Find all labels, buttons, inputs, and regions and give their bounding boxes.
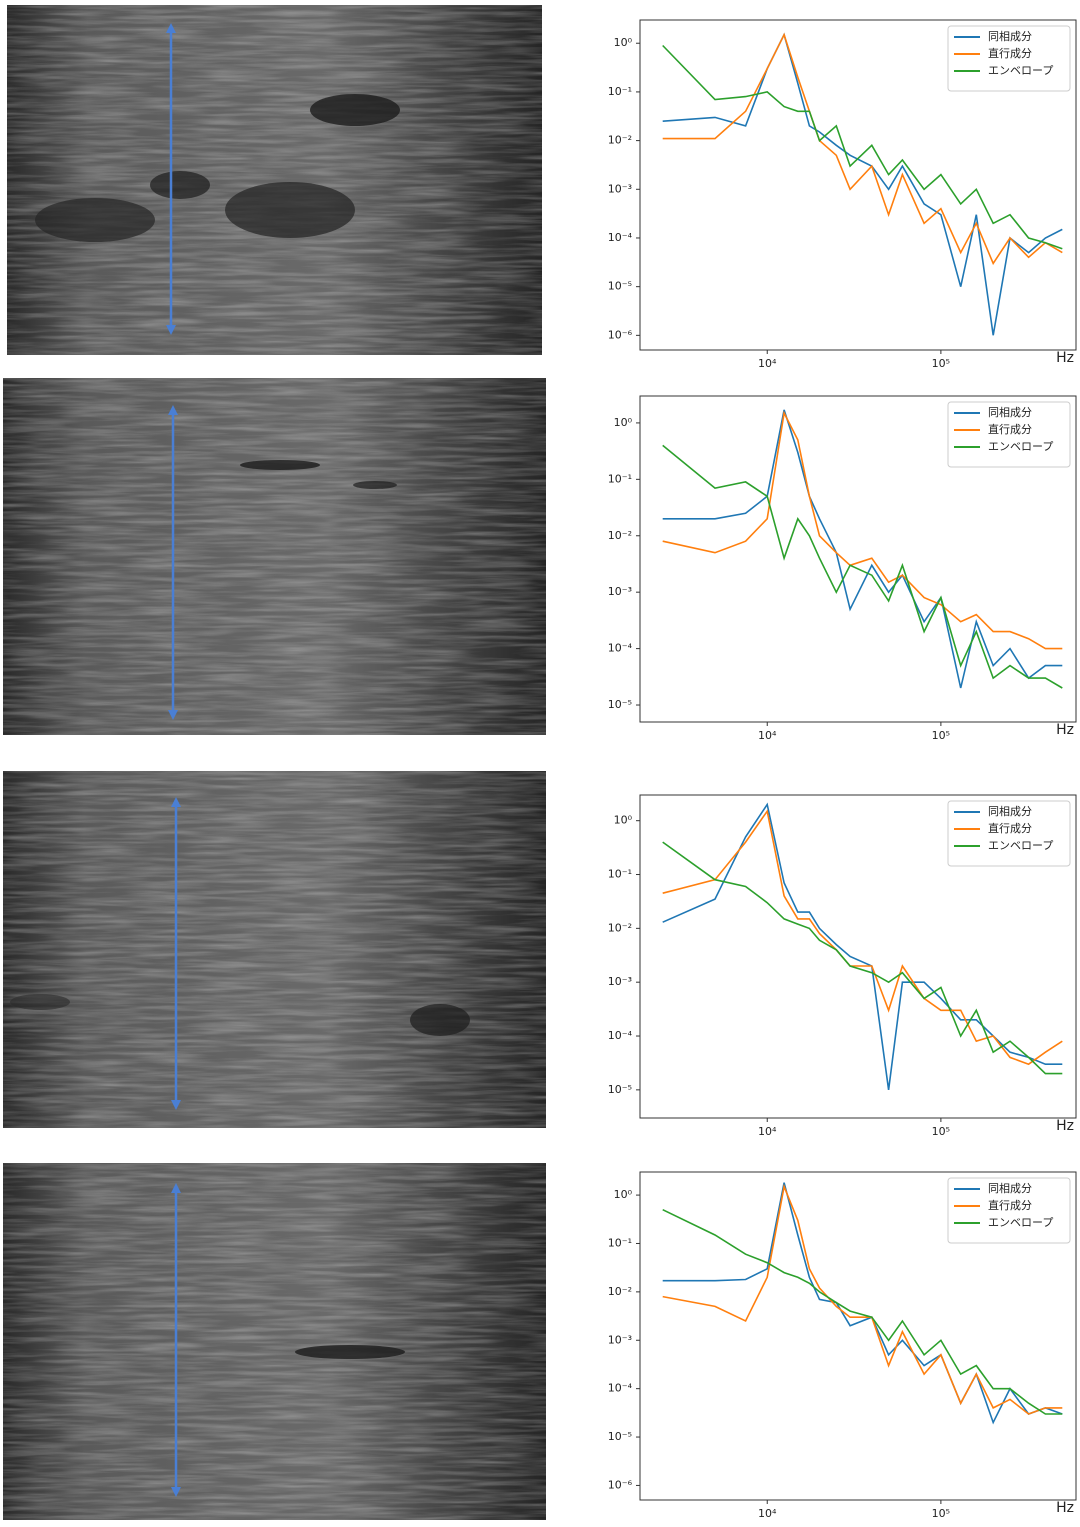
y-tick-label: 10⁻⁴	[608, 231, 633, 244]
y-tick-label: 10⁻²	[608, 134, 632, 147]
legend-label: 直行成分	[988, 821, 1032, 835]
chart: 10⁻⁵ 10⁻⁴ 10⁻³ 10⁻² 10⁻¹ 10⁰ 10⁴ 10⁵ Hz 同相成分直行成分エ…	[608, 395, 1077, 742]
legend-label: 直行成分	[988, 46, 1032, 60]
y-tick-label: 10⁻⁵	[608, 280, 632, 293]
legend-box	[947, 401, 1071, 468]
legend-box	[947, 800, 1071, 867]
series-line	[662, 32, 1063, 266]
y-tick-label: 10⁻³	[608, 975, 632, 988]
series-line	[662, 444, 1063, 689]
x-axis-label: Hz	[1056, 1118, 1074, 1134]
legend-label: エンベロープ	[988, 440, 1053, 453]
y-tick-label: 10⁻⁴	[608, 642, 633, 655]
y-tick-label: 10⁻¹	[608, 472, 632, 485]
legend-label: エンベロープ	[988, 64, 1053, 77]
series-line	[662, 841, 1063, 1075]
ultrasound-image	[3, 378, 546, 735]
x-tick-label: 10⁵	[932, 1125, 950, 1138]
y-tick-label: 10⁻⁵	[608, 1083, 632, 1096]
chart: 10⁻⁶ 10⁻⁵ 10⁻⁴ 10⁻³ 10⁻² 10⁻¹ 10⁰ 10⁴ 10⁵ Hz 同相成分直…	[608, 1171, 1077, 1520]
y-tick-label: 10⁻⁵	[608, 1430, 632, 1443]
y-tick-label: 10⁻²	[608, 529, 632, 542]
legend-label: エンベロープ	[988, 1216, 1053, 1229]
plot-frame	[639, 19, 1077, 351]
ultrasound-image	[7, 5, 542, 355]
series-line	[662, 409, 1063, 689]
y-tick-label: 10⁻¹	[608, 868, 632, 881]
series-line	[662, 410, 1063, 650]
x-tick-label: 10⁵	[932, 357, 950, 370]
y-tick-label: 10⁻³	[608, 1333, 632, 1346]
y-tick-label: 10⁻⁵	[608, 698, 632, 711]
y-tick-label: 10⁻²	[608, 921, 632, 934]
legend-label: 同相成分	[988, 30, 1032, 43]
x-tick-label: 10⁴	[758, 1507, 777, 1520]
series-line	[662, 1208, 1063, 1415]
y-tick-label: 10⁰	[614, 416, 633, 429]
y-tick-label: 10⁰	[614, 36, 633, 49]
legend-label: 同相成分	[988, 406, 1032, 419]
x-tick-label: 10⁵	[932, 729, 950, 742]
y-tick-label: 10⁻⁶	[608, 1478, 633, 1491]
series-line	[662, 44, 1063, 250]
legend-label: 同相成分	[988, 805, 1032, 818]
legend-label: 同相成分	[988, 1182, 1032, 1195]
ultrasound-images	[3, 5, 546, 1520]
plot-frame	[639, 1171, 1077, 1501]
y-tick-label: 10⁰	[614, 814, 633, 827]
x-tick-label: 10⁴	[758, 357, 777, 370]
legend-label: 直行成分	[988, 1198, 1032, 1212]
ultrasound-image	[3, 771, 546, 1128]
x-tick-label: 10⁵	[932, 1507, 950, 1520]
y-tick-label: 10⁻⁴	[608, 1029, 633, 1042]
y-tick-label: 10⁻³	[608, 182, 632, 195]
x-axis-label: Hz	[1056, 722, 1074, 738]
y-tick-label: 10⁻¹	[608, 85, 632, 98]
y-tick-label: 10⁻¹	[608, 1236, 632, 1249]
legend-box	[947, 1177, 1071, 1244]
chart: 10⁻⁵ 10⁻⁴ 10⁻³ 10⁻² 10⁻¹ 10⁰ 10⁴ 10⁵ Hz 同相成分直行成分エ…	[608, 794, 1077, 1138]
series-line	[662, 802, 1063, 1091]
x-tick-label: 10⁴	[758, 729, 777, 742]
legend-label: エンベロープ	[988, 839, 1053, 852]
x-tick-label: 10⁴	[758, 1125, 777, 1138]
y-tick-label: 10⁻²	[608, 1285, 632, 1298]
legend-label: 直行成分	[988, 422, 1032, 436]
series-line	[662, 1183, 1063, 1415]
y-tick-label: 10⁻⁶	[608, 328, 633, 341]
x-axis-label: Hz	[1056, 1500, 1074, 1516]
plot-frame	[639, 395, 1077, 723]
x-axis-label: Hz	[1056, 350, 1074, 366]
legend-box	[947, 25, 1071, 92]
chart: 10⁻⁶ 10⁻⁵ 10⁻⁴ 10⁻³ 10⁻² 10⁻¹ 10⁰ 10⁴ 10⁵ Hz 同相成分直…	[608, 19, 1077, 370]
y-tick-label: 10⁻³	[608, 585, 632, 598]
y-tick-label: 10⁰	[614, 1188, 633, 1201]
y-tick-label: 10⁻⁴	[608, 1382, 633, 1395]
series-line	[662, 1182, 1063, 1425]
ultrasound-image	[3, 1163, 546, 1520]
plot-frame	[639, 794, 1077, 1119]
